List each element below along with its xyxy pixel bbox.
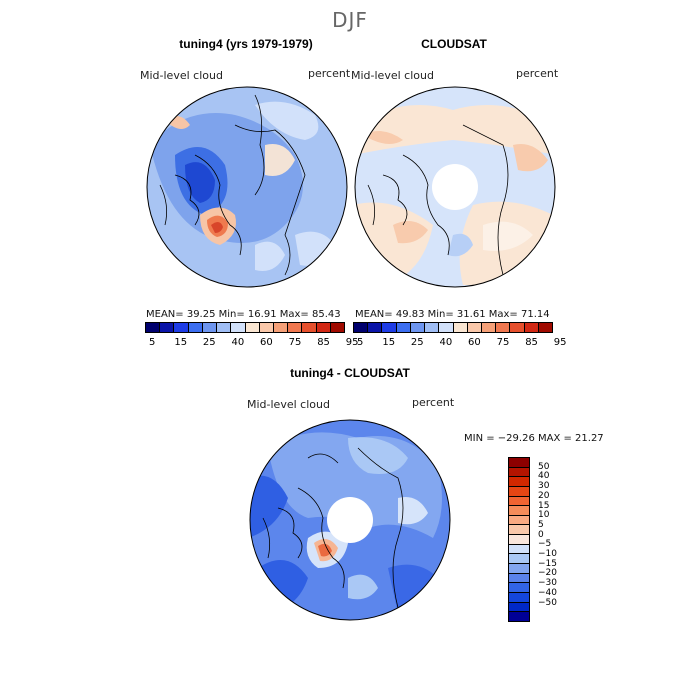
colorbar-tick-label: −10 — [538, 549, 557, 560]
colorbar-swatch — [231, 323, 246, 332]
colorbar-tick-label: 95 — [553, 337, 567, 348]
colorbar-tick-label: 60 — [468, 337, 481, 348]
colorbar-tick-label: 40 — [231, 337, 245, 348]
colorbar-tick-label: 15 — [538, 500, 550, 511]
colorbar-tick-label: 0 — [538, 529, 544, 540]
colorbar-swatch — [410, 323, 426, 332]
colorbar-swatch — [509, 612, 529, 621]
model-colorbar — [145, 322, 345, 333]
colorbar-swatch — [259, 323, 274, 332]
colorbar-swatch — [330, 323, 345, 332]
colorbar-tick-label: −30 — [538, 578, 557, 589]
colorbar-tick-label: 5 — [538, 519, 544, 530]
colorbar-swatch — [509, 573, 529, 584]
colorbar-swatch — [509, 477, 529, 487]
colorbar-swatch — [316, 323, 331, 332]
diff-units-label: percent — [412, 396, 455, 409]
colorbar-swatch — [288, 323, 303, 332]
diff-colorbar-ticks: 50 40 30 20 15 10 5 0 −5 −10 −15 −20 −30 −40 −50 — [538, 457, 568, 622]
figure-title: DJF — [332, 8, 368, 32]
model-stats: MEAN= 39.25 Min= 16.91 Max= 85.43 — [146, 309, 341, 320]
colorbar-tick-label: 30 — [538, 481, 550, 492]
colorbar-swatch — [509, 515, 529, 526]
colorbar-swatch — [509, 583, 529, 593]
obs-units-label: percent — [516, 67, 559, 80]
colorbar-swatch — [509, 564, 529, 574]
obs-stats: MEAN= 49.83 Min= 31.61 Max= 71.14 — [355, 309, 550, 320]
colorbar-swatch — [439, 323, 454, 332]
colorbar-tick-label: 25 — [410, 337, 424, 348]
colorbar-swatch — [524, 323, 539, 332]
colorbar-swatch — [509, 535, 529, 545]
colorbar-swatch — [509, 496, 529, 507]
colorbar-tick-label: 15 — [174, 337, 188, 348]
colorbar-swatch — [174, 323, 189, 332]
obs-colorbar — [353, 322, 553, 333]
colorbar-swatch — [509, 525, 529, 536]
colorbar-swatch — [496, 323, 511, 332]
colorbar-tick-label: 85 — [525, 337, 538, 348]
colorbar-swatch — [146, 323, 161, 332]
colorbar-tick-label: −40 — [538, 587, 557, 598]
colorbar-swatch — [510, 323, 525, 332]
colorbar-swatch — [160, 323, 175, 332]
colorbar-swatch — [509, 554, 529, 565]
colorbar-tick-label: 50 — [538, 461, 550, 472]
colorbar-swatch — [217, 323, 232, 332]
obs-polar-map — [354, 86, 556, 288]
obs-panel-title: CLOUDSAT — [421, 37, 487, 51]
colorbar-tick-label: 95 — [345, 337, 359, 348]
colorbar-tick-label: 10 — [538, 510, 550, 521]
diff-panel-title: tuning4 - CLOUDSAT — [290, 366, 410, 380]
colorbar-tick-label: 40 — [538, 471, 550, 482]
colorbar-swatch — [273, 323, 289, 332]
colorbar-swatch — [509, 602, 529, 613]
colorbar-tick-label: 25 — [202, 337, 216, 348]
colorbar-tick-label: 15 — [382, 337, 396, 348]
colorbar-swatch — [481, 323, 497, 332]
model-panel-title: tuning4 (yrs 1979-1979) — [179, 37, 313, 51]
colorbar-swatch — [509, 506, 529, 516]
colorbar-tick-label: 60 — [260, 337, 273, 348]
colorbar-swatch — [188, 323, 203, 332]
diff-colorbar — [508, 457, 530, 622]
model-units-label: percent — [308, 67, 351, 80]
colorbar-tick-label: 75 — [496, 337, 510, 348]
colorbar-swatch — [368, 323, 383, 332]
colorbar-swatch — [453, 323, 468, 332]
colorbar-swatch — [509, 458, 529, 468]
colorbar-swatch — [509, 486, 529, 497]
colorbar-tick-label: 20 — [538, 490, 550, 501]
obs-left-label: Mid-level cloud — [351, 69, 434, 82]
colorbar-tick-label: −20 — [538, 568, 557, 579]
colorbar-tick-label: 5 — [148, 337, 156, 348]
colorbar-swatch — [302, 323, 317, 332]
colorbar-swatch — [202, 323, 218, 332]
diff-left-label: Mid-level cloud — [247, 398, 330, 411]
colorbar-tick-label: 5 — [356, 337, 364, 348]
colorbar-tick-label: −50 — [538, 597, 557, 608]
colorbar-swatch — [509, 467, 529, 478]
diff-stats: MIN = −29.26 MAX = 21.27 — [464, 433, 604, 444]
colorbar-tick-label: 85 — [317, 337, 330, 348]
colorbar-swatch — [538, 323, 553, 332]
colorbar-swatch — [425, 323, 440, 332]
colorbar-tick-label: −5 — [538, 539, 552, 550]
colorbar-tick-label: −15 — [538, 558, 557, 569]
colorbar-swatch — [467, 323, 482, 332]
model-polar-map — [146, 86, 348, 288]
colorbar-swatch — [382, 323, 397, 332]
colorbar-swatch — [354, 323, 369, 332]
diff-polar-map — [249, 419, 451, 621]
colorbar-tick-label: 75 — [288, 337, 302, 348]
colorbar-swatch — [509, 544, 529, 555]
colorbar-tick-label: 40 — [439, 337, 453, 348]
colorbar-swatch — [396, 323, 411, 332]
colorbar-swatch — [509, 592, 529, 603]
obs-colorbar-ticks: 5 15 25 40 60 75 85 95 — [353, 336, 567, 350]
model-colorbar-ticks: 5 15 25 40 60 75 85 95 — [145, 336, 359, 350]
colorbar-swatch — [245, 323, 260, 332]
model-left-label: Mid-level cloud — [140, 69, 223, 82]
